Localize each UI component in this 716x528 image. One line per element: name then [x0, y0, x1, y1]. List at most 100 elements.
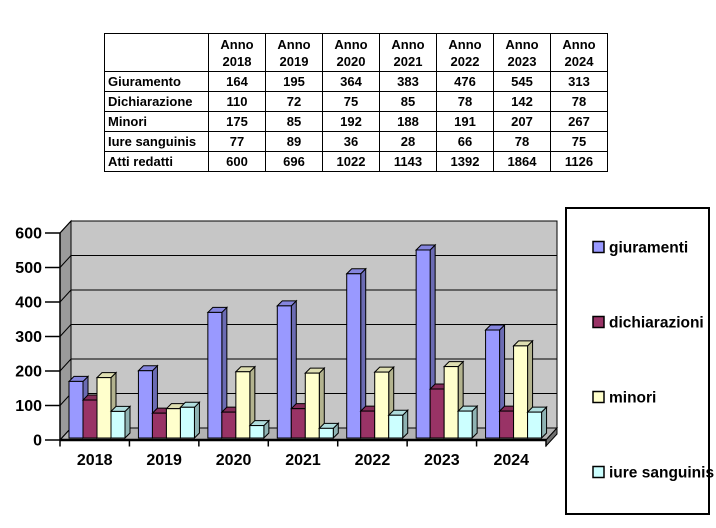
table-cell: 89 — [265, 131, 323, 152]
y-axis-label: 300 — [15, 329, 42, 346]
bar-front-face — [151, 412, 167, 439]
legend-marker-giuramenti — [592, 240, 605, 254]
table-cell: 207 — [493, 111, 551, 132]
bar-front-face — [360, 410, 376, 439]
legend-label: iure sanguinis — [609, 465, 714, 482]
table-cell: 191 — [436, 111, 494, 132]
table-cell: 188 — [379, 111, 437, 132]
x-axis-label-2022: 2022 — [355, 452, 391, 469]
x-axis-label-2019: 2019 — [146, 452, 182, 469]
bar-iure-sanguinis-2023 — [456, 404, 479, 440]
gridline-depth — [59, 324, 72, 337]
legend-item-iure-sanguinis: iure sanguinis — [592, 465, 714, 482]
table-cell: 36 — [322, 131, 380, 152]
bar-front-face — [443, 366, 459, 439]
header-year: 2021 — [393, 53, 423, 69]
table-cell: 267 — [550, 111, 608, 132]
legend-label: giuramenti — [609, 240, 688, 257]
header-year: 2018 — [222, 53, 252, 69]
table-cell: 28 — [379, 131, 437, 152]
bar-iure-sanguinis-2020 — [248, 419, 271, 440]
bar-side-face — [193, 401, 200, 440]
bar-front-face — [346, 273, 362, 439]
bar-group-2018 — [67, 371, 132, 440]
bar-front-face — [96, 377, 112, 439]
chart-legend: giuramenti dichiarazioni minori iure sangui… — [565, 207, 714, 515]
bar-front-face — [179, 406, 195, 439]
header-prefix: Anno — [277, 36, 311, 52]
legend-box — [565, 207, 710, 515]
bar-front-face — [429, 388, 445, 439]
header-prefix: Anno — [562, 36, 596, 52]
table-cell: 78 — [436, 91, 494, 112]
gridline-depth — [59, 358, 72, 372]
table-cell: 1022 — [322, 151, 380, 172]
bar-iure-sanguinis-2024 — [526, 405, 548, 440]
table-header-row: Anno 2018 Anno 2019 Anno 2020 Anno 2021 Anno 2022… — [104, 33, 608, 72]
table-row: Minori 175 85 192 188 191 207 267 — [104, 111, 608, 132]
legend-marker-dichiarazioni — [592, 315, 605, 329]
y-axis-label: 400 — [15, 295, 42, 312]
bar-front-face — [235, 371, 251, 439]
gridline-depth — [59, 289, 72, 303]
y-axis-label: 500 — [15, 260, 42, 277]
table-header-anno-2020: Anno 2020 — [322, 33, 380, 72]
gridline-depth — [59, 220, 72, 234]
table-cell: 75 — [322, 91, 380, 112]
bar-front-face — [82, 399, 98, 439]
bar-front-face — [485, 329, 501, 439]
table-row: Iure sanguinis 77 89 36 28 66 78 75 — [104, 131, 608, 152]
row-label: Dichiarazione — [104, 91, 209, 112]
table-row: Atti redatti 600 696 1022 1143 1392 1864 1126 — [104, 151, 608, 172]
bar-front-face — [527, 411, 543, 439]
bar-front-face — [110, 410, 126, 439]
y-axis-label: 100 — [15, 398, 42, 415]
table-corner-cell — [104, 33, 209, 72]
bar-front-face — [68, 380, 84, 439]
table-header-anno-2024: Anno 2024 — [550, 33, 608, 72]
y-axis-label: 0 — [33, 433, 42, 450]
header-year: 2022 — [450, 53, 480, 69]
table-cell: 195 — [265, 71, 323, 92]
header-prefix: Anno — [505, 36, 539, 52]
bar-iure-sanguinis-2021 — [318, 422, 340, 440]
bar-group-2024 — [484, 323, 548, 440]
table-header-anno-2022: Anno 2022 — [436, 33, 494, 72]
bar-group-2023 — [414, 243, 479, 440]
header-prefix: Anno — [220, 36, 254, 52]
x-axis-label-2024: 2024 — [493, 452, 529, 469]
legend-marker-iure-sanguinis — [592, 465, 605, 479]
bar-giuramenti-2020 — [206, 306, 229, 440]
table-cell: 1392 — [436, 151, 494, 172]
table-cell: 175 — [208, 111, 266, 132]
bar-front-face — [304, 372, 320, 439]
legend-item-minori: minori — [592, 390, 656, 407]
bar-group-2020 — [206, 306, 271, 440]
table-row: Giuramento 164 195 364 383 476 545 313 — [104, 71, 608, 92]
bar-front-face — [207, 311, 223, 439]
bar-front-face — [513, 345, 529, 439]
bar-giuramenti-2022 — [345, 267, 367, 440]
header-year: 2023 — [507, 53, 537, 69]
table-cell: 476 — [436, 71, 494, 92]
x-axis-label-2020: 2020 — [216, 452, 252, 469]
legend-label: minori — [609, 390, 656, 407]
bar-group-2022 — [345, 267, 409, 440]
bar-iure-sanguinis-2018 — [109, 405, 132, 440]
table-cell: 110 — [208, 91, 266, 112]
header-year: 2024 — [564, 53, 594, 69]
row-label: Atti redatti — [104, 151, 209, 172]
bar-front-face — [415, 249, 431, 439]
row-label: Giuramento — [104, 71, 209, 92]
header-prefix: Anno — [448, 36, 482, 52]
table-cell: 313 — [550, 71, 608, 92]
row-label: Iure sanguinis — [104, 131, 209, 152]
bar-group-2019 — [137, 364, 201, 440]
table-cell: 77 — [208, 131, 266, 152]
bar-minori-2023 — [442, 360, 465, 440]
table-cell: 383 — [379, 71, 437, 92]
header-prefix: Anno — [391, 36, 425, 52]
bar-group-2021 — [276, 299, 340, 440]
bar-front-face — [249, 425, 265, 439]
